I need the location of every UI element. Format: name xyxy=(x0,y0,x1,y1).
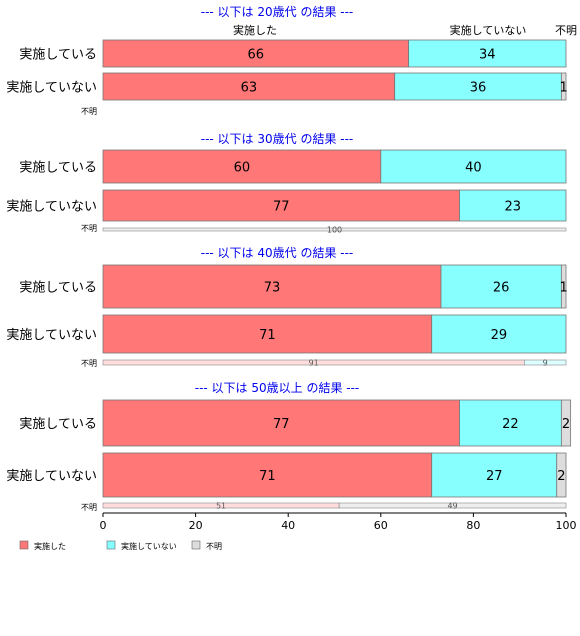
x-tick-label-0: 0 xyxy=(100,519,107,532)
x-tick-label-3: 60 xyxy=(374,519,388,532)
unknown-row-label-1: 不明 xyxy=(81,224,97,233)
panel-title-1: --- 以下は 30歳代 の結果 --- xyxy=(201,132,354,146)
legend-label-0: 実施した xyxy=(34,541,66,551)
unknown-value-label-3-2: 49 xyxy=(447,502,457,511)
bar-segment-0-0-1 xyxy=(408,39,567,68)
bar-segment-0-1-0 xyxy=(102,72,396,101)
column-header-1: 実施していない xyxy=(450,23,527,37)
unknown-value-label-2-0: 91 xyxy=(309,359,319,368)
bar-segment-0-0-0 xyxy=(102,39,409,68)
row-label-0-0: 実施している xyxy=(19,47,97,63)
bar-segment-3-0-2 xyxy=(560,399,572,447)
value-label-3-0-0: 77 xyxy=(273,417,290,432)
bar-segment-3-0-0 xyxy=(102,399,460,447)
value-label-0-0-1: 34 xyxy=(479,48,496,63)
bar-segment-2-0-0 xyxy=(102,264,442,309)
value-label-3-1-2: 2 xyxy=(557,469,565,484)
unknown-row-label-0: 不明 xyxy=(81,107,97,116)
value-label-0-1-2: 1 xyxy=(560,81,568,96)
row-label-3-0: 実施している xyxy=(19,416,97,432)
bar-segment-0-1-2 xyxy=(560,72,567,101)
bar-segment-3-1-2 xyxy=(556,452,567,498)
bar-segment-3-1-0 xyxy=(102,452,433,498)
value-label-1-1-0: 77 xyxy=(273,200,290,215)
value-label-3-1-0: 71 xyxy=(259,469,276,484)
bar-segment-1-0-1 xyxy=(380,149,567,184)
value-label-2-1-1: 29 xyxy=(491,328,508,343)
unknown-value-label-1-2: 100 xyxy=(327,226,342,235)
value-label-1-1-1: 23 xyxy=(504,200,521,215)
panel-title-3: --- 以下は 50歳以上 の結果 --- xyxy=(195,381,360,395)
legend-swatch-1 xyxy=(106,540,116,550)
value-label-3-0-2: 2 xyxy=(562,417,570,432)
unknown-row-label-2: 不明 xyxy=(81,359,97,368)
value-label-3-0-1: 22 xyxy=(502,417,519,432)
legend-label-2: 不明 xyxy=(206,542,222,551)
x-tick-label-1: 20 xyxy=(189,519,203,532)
unknown-segment-1-2 xyxy=(102,227,567,232)
row-label-3-1: 実施していない xyxy=(6,468,97,484)
bar-segment-1-1-1 xyxy=(459,189,567,222)
panel-title-2: --- 以下は 40歳代 の結果 --- xyxy=(201,246,354,260)
column-header-2: 不明 xyxy=(555,24,577,37)
bar-segment-2-1-0 xyxy=(102,314,433,354)
value-label-1-0-1: 40 xyxy=(465,161,482,176)
value-label-3-1-1: 27 xyxy=(486,469,503,484)
bar-segment-1-0-0 xyxy=(102,149,382,184)
legend-label-1: 実施していない xyxy=(121,541,177,551)
value-label-2-0-1: 26 xyxy=(493,281,510,296)
unknown-value-label-3-0: 51 xyxy=(216,502,226,511)
row-label-2-0: 実施している xyxy=(19,280,97,296)
legend-swatch-2 xyxy=(191,540,201,550)
row-label-0-1: 実施していない xyxy=(6,80,97,96)
bar-segment-2-0-2 xyxy=(560,264,567,309)
row-label-1-0: 実施している xyxy=(19,160,97,176)
legend-swatch-0 xyxy=(19,540,29,550)
bar-segment-1-1-0 xyxy=(102,189,460,222)
x-tick-label-2: 40 xyxy=(281,519,295,532)
unknown-value-label-2-1: 9 xyxy=(543,359,548,368)
value-label-0-0-0: 66 xyxy=(248,48,265,63)
bar-segment-2-1-1 xyxy=(431,314,567,354)
panel-title-0: --- 以下は 20歳代 の結果 --- xyxy=(201,5,354,19)
value-label-0-1-1: 36 xyxy=(470,81,487,96)
bar-segment-3-1-1 xyxy=(431,452,558,498)
value-label-1-0-0: 60 xyxy=(234,161,251,176)
unknown-row-label-3: 不明 xyxy=(81,503,97,512)
value-label-2-1-0: 71 xyxy=(259,328,276,343)
unknown-segment-2-1 xyxy=(524,359,567,366)
column-header-0: 実施した xyxy=(233,23,277,37)
value-label-0-1-0: 63 xyxy=(241,81,258,96)
row-label-1-1: 実施していない xyxy=(6,199,97,215)
unknown-segment-3-2 xyxy=(338,502,567,509)
value-label-2-0-2: 1 xyxy=(560,281,568,296)
row-label-2-1: 実施していない xyxy=(6,327,97,343)
x-tick-label-5: 100 xyxy=(556,519,577,532)
x-tick-label-4: 80 xyxy=(466,519,480,532)
value-label-2-0-0: 73 xyxy=(264,281,281,296)
